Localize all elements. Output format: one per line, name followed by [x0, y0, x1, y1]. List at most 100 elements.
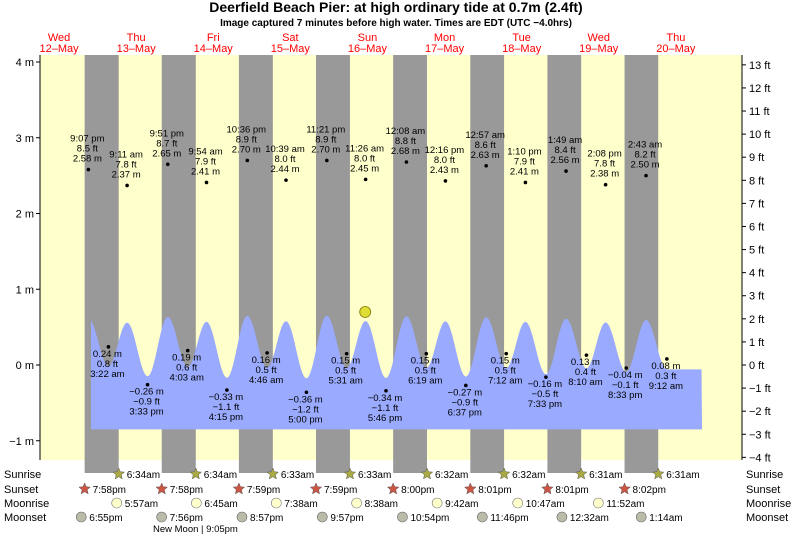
high-tide-point [564, 169, 568, 173]
low-tide-point [544, 375, 548, 379]
high-tide-point [404, 160, 409, 164]
high-tide-time: 2:43 am [628, 140, 662, 151]
moonset-icon [236, 511, 248, 523]
low-tide-metres: −0.34 m [368, 393, 403, 404]
moonset-icon [156, 511, 167, 523]
high-tide-point [363, 177, 368, 182]
high-tide-metres: 2.41 m [191, 166, 220, 177]
day-name-label: Mon [434, 32, 455, 44]
left-tick-label: 0 m [16, 360, 34, 372]
high-tide-time: 1:49 am [548, 135, 582, 146]
sunset-icon [463, 482, 477, 495]
moonset-icon [317, 511, 328, 523]
high-tide-metres: 2.37 m [112, 169, 141, 180]
low-tide-metres: −0.16 m [528, 379, 563, 390]
sunrise-icon [189, 467, 203, 480]
high-tide-feet: 8.4 ft [554, 145, 575, 156]
sunrise-time: 6:31am [666, 470, 699, 481]
high-tide-time: 1:10 pm [507, 146, 541, 157]
high-tide-point [204, 180, 209, 185]
left-tick-label: 2 m [16, 209, 34, 221]
low-tide-metres: 0.24 m [93, 349, 122, 360]
moon-phase-note: New Moon | 9:05pm [153, 524, 238, 535]
high-tide-point [603, 182, 608, 187]
low-tide-time: 3:33 pm [129, 407, 163, 418]
sunrise-icon [266, 467, 280, 480]
low-tide-time: 4:15 pm [209, 412, 243, 423]
day-date-label: 14–May [194, 43, 234, 55]
low-tide-point [145, 382, 150, 387]
moonrise-time: 11:52am [606, 499, 644, 510]
low-tide-metres: −0.04 m [608, 370, 643, 381]
low-tide-feet: −0.5 ft [532, 389, 559, 400]
high-tide-feet: 8.6 ft [475, 140, 496, 151]
sunset-icon [155, 482, 169, 495]
sunrise-time: 6:33am [358, 470, 391, 481]
moonset-row-label-left: Moonset [4, 512, 46, 524]
high-tide-feet: 7.9 ft [514, 156, 535, 167]
current-tide-marker [359, 306, 372, 318]
low-tide-time: 5:00 pm [288, 414, 322, 425]
low-tide-metres: −0.26 m [129, 387, 164, 398]
high-tide-metres: 2.50 m [631, 160, 660, 171]
high-tide-time: 9:51 pm [150, 128, 184, 139]
low-tide-feet: 0.8 ft [97, 359, 118, 370]
sunrise-icon [112, 467, 126, 480]
right-tick-label: 3 ft [749, 291, 764, 303]
high-tide-point [165, 162, 170, 167]
high-tide-metres: 2.70 m [232, 144, 261, 155]
day-date-label: 13–May [117, 43, 157, 55]
moonrise-icon [191, 497, 202, 509]
moonrise-icon [593, 497, 604, 509]
sunset-icon [309, 482, 323, 495]
sunrise-icon [420, 467, 434, 480]
right-tick-label: 13 ft [749, 60, 770, 72]
day-date-label: 19–May [579, 43, 619, 55]
sunrise-icon [497, 467, 511, 480]
low-tide-point [265, 351, 269, 355]
right-tick-label: 2 ft [749, 314, 764, 326]
moonset-row-label-right: Moonset [746, 512, 788, 524]
low-tide-feet: 0.3 ft [655, 371, 676, 382]
sunset-time: 7:58pm [170, 485, 203, 496]
sunset-row-label-left: Sunset [4, 484, 38, 496]
sunset-time: 7:59pm [324, 485, 357, 496]
high-tide-feet: 8.7 ft [156, 138, 177, 149]
low-tide-feet: 0.4 ft [575, 367, 596, 378]
low-tide-feet: 0.5 ft [415, 366, 436, 377]
chart-title: Deerfield Beach Pier: at high ordinary t… [209, 0, 582, 15]
day-name-label: Wed [588, 32, 610, 44]
low-tide-feet: −1.1 ft [372, 403, 399, 414]
moonset-time: 12:32am [570, 513, 609, 524]
high-tide-time: 10:36 pm [226, 124, 266, 135]
low-tide-feet: −0.9 ft [133, 397, 160, 408]
high-tide-point [245, 158, 250, 163]
low-tide-point [304, 390, 309, 395]
low-tide-metres: −0.27 m [448, 387, 483, 398]
moonset-icon [75, 511, 87, 523]
sunrise-time: 6:33am [281, 470, 314, 481]
right-tick-label: −1 ft [749, 383, 771, 395]
sunrise-time: 6:34am [127, 470, 160, 481]
day-date-label: 12–May [39, 43, 79, 55]
low-tide-time: 8:33 pm [608, 390, 642, 401]
moonrise-icon [271, 497, 282, 509]
sunset-icon [541, 482, 554, 495]
high-tide-metres: 2.44 m [270, 164, 299, 175]
day-name-label: Fri [207, 32, 220, 44]
right-tick-label: −3 ft [749, 429, 771, 441]
low-tide-point [344, 351, 349, 356]
right-tick-label: 0 ft [749, 360, 764, 372]
low-tide-point [584, 353, 589, 357]
high-tide-time: 11:21 pm [306, 124, 345, 135]
right-tick-label: 5 ft [749, 245, 764, 257]
low-tide-point [624, 366, 629, 370]
day-date-label: 18–May [502, 43, 542, 55]
high-tide-feet: 8.8 ft [395, 136, 416, 147]
sunset-time: 7:59pm [247, 485, 280, 496]
high-tide-feet: 8.0 ft [274, 154, 295, 165]
left-tick-label: 1 m [16, 284, 34, 296]
low-tide-time: 4:46 am [249, 375, 283, 386]
low-tide-point [106, 345, 111, 349]
low-tide-feet: 0.5 ft [495, 366, 516, 377]
